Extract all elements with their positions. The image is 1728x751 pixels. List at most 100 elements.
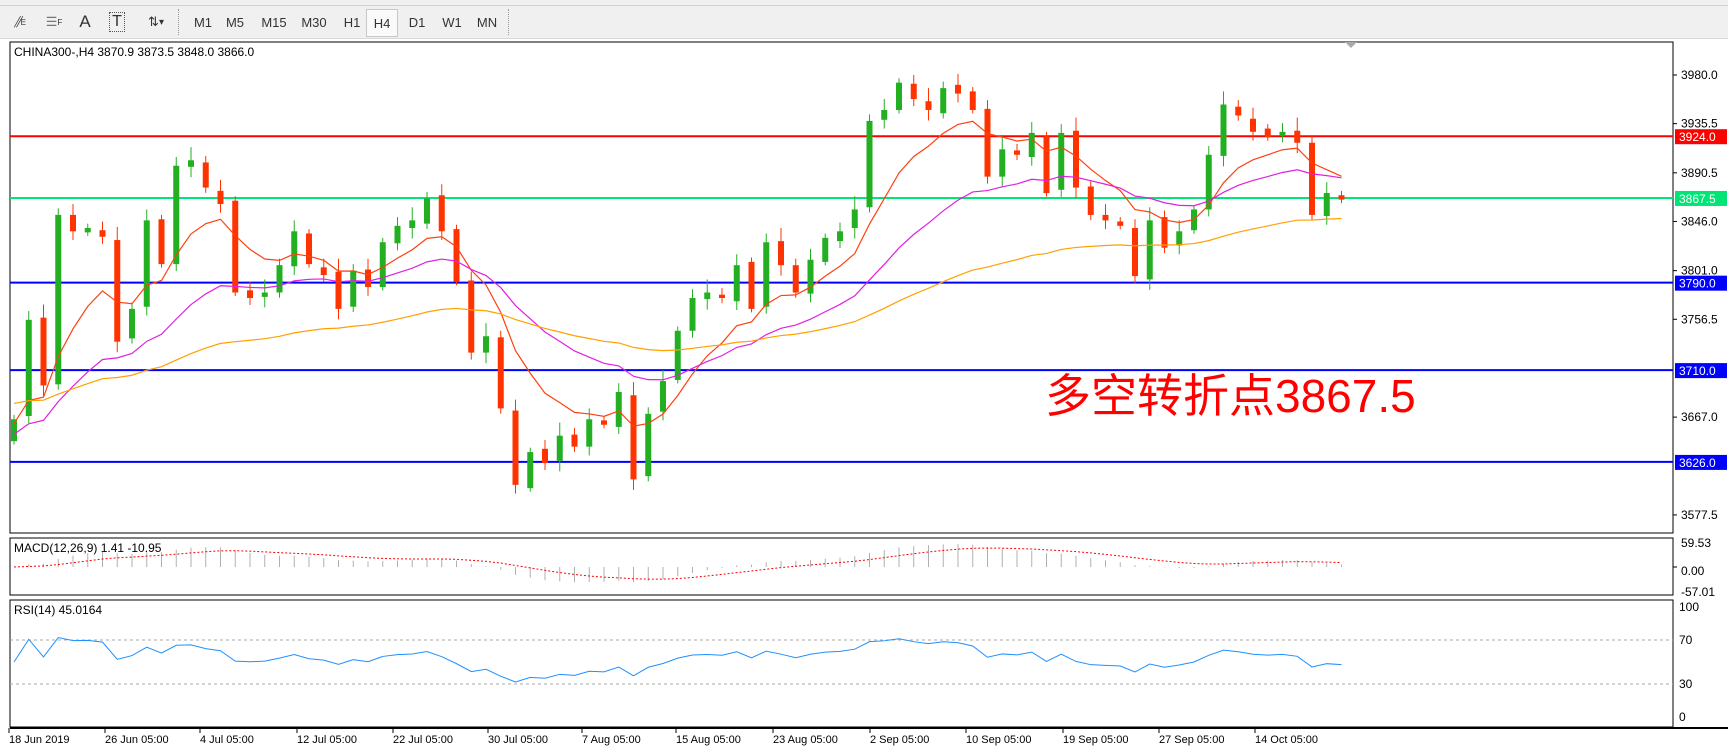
candle-bullish (896, 82, 902, 110)
toolbar-top-strip (0, 0, 1728, 6)
time-axis-label: 10 Sep 05:00 (966, 734, 1031, 746)
candle-bearish (1309, 142, 1315, 215)
candle-bearish (1294, 130, 1301, 143)
candle-bearish (1014, 150, 1020, 155)
time-axis-label: 22 Jul 05:00 (393, 734, 453, 746)
macd-signal-line (13, 547, 1342, 580)
timeframe-m5-button[interactable]: M5 (225, 14, 245, 30)
candle-bullish (1176, 231, 1183, 246)
candle-bearish (114, 240, 121, 342)
candle-bearish (601, 420, 607, 425)
candle-bearish (1264, 128, 1271, 138)
candle-bullish (807, 259, 814, 294)
candle-bullish (276, 265, 283, 293)
candle-bearish (1102, 214, 1109, 221)
timeframe-h4-button[interactable]: H4 (366, 9, 398, 37)
candle-bearish (910, 83, 917, 100)
candle-bullish (1146, 220, 1153, 280)
price-axis-label: 3801.0 (1681, 264, 1718, 278)
candle-bullish (379, 242, 386, 288)
candle-bearish (335, 271, 342, 309)
timeframe-mn-button[interactable]: MN (476, 14, 498, 30)
rsi-axis-label: 100 (1679, 600, 1699, 614)
price-level-tag (1675, 129, 1727, 145)
candle-bearish (468, 280, 475, 353)
candle-bullish (851, 209, 858, 229)
candle-bullish (1205, 154, 1212, 210)
main-price-pane (9, 41, 1674, 534)
fibonacci-expansion-icon[interactable]: ⫽ E (13, 13, 27, 31)
price-axis-label: 3667.0 (1681, 410, 1718, 424)
time-axis-label: 14 Oct 05:00 (1255, 734, 1318, 746)
price-level-label: 3626.0 (1679, 456, 1716, 470)
candle-bearish (1087, 186, 1094, 215)
candle-bearish (1338, 195, 1345, 200)
price-axis-label: 3935.5 (1681, 117, 1718, 131)
price-level-tag (1675, 275, 1727, 291)
candle-bearish (306, 233, 312, 265)
price-level-tag (1675, 190, 1727, 206)
candle-bullish (1058, 132, 1065, 190)
candle-bearish (719, 294, 725, 298)
timeframe-h1-button[interactable]: H1 (343, 14, 361, 30)
ma-fast-line (13, 120, 1342, 427)
candle-bullish (837, 231, 843, 242)
candle-bearish (792, 265, 799, 293)
timeframe-d1-button[interactable]: D1 (408, 14, 426, 30)
macd-label: MACD(12,26,9) 1.41 -10.95 (14, 541, 162, 555)
price-axis-label: 3980.0 (1681, 68, 1718, 82)
candle-bullish (129, 308, 135, 339)
rsi-axis-label: 70 (1679, 633, 1693, 647)
candle-bearish (247, 290, 253, 298)
candle-bullish (556, 435, 563, 461)
candle-bearish (1161, 217, 1168, 248)
candle-bearish (1043, 136, 1050, 194)
time-axis-label: 19 Sep 05:00 (1063, 734, 1128, 746)
time-axis-label: 18 Jun 2019 (9, 734, 70, 746)
candle-bearish (158, 219, 165, 265)
timeframe-m15-button[interactable]: M15 (261, 14, 287, 30)
time-axis-label: 23 Aug 05:00 (773, 734, 838, 746)
candle-bullish (881, 109, 888, 120)
candle-bullish (1323, 193, 1330, 216)
candle-bearish (969, 91, 976, 110)
timeframe-m30-button[interactable]: M30 (301, 14, 327, 30)
candle-bullish (822, 237, 829, 262)
rsi-label: RSI(14) 45.0164 (14, 603, 102, 617)
candle-bearish (438, 195, 445, 232)
candle-bullish (615, 391, 622, 427)
price-level-label: 3867.5 (1679, 192, 1716, 206)
text-label-icon[interactable]: T (104, 9, 130, 35)
candle-bullish (25, 319, 32, 417)
text-icon[interactable]: A (79, 12, 91, 31)
candle-bearish (984, 108, 991, 177)
price-axis-label: 3756.5 (1681, 312, 1718, 326)
price-level-label: 3710.0 (1679, 364, 1716, 378)
candle-bullish (645, 413, 652, 477)
rsi-pane (9, 599, 1674, 728)
candle-bearish (70, 214, 76, 232)
toolbar: ⫽ E ☰ F A T ⇅ ▾ M1 M5 M15 M30 H1 H4 D1 W1 MN (0, 0, 1728, 39)
candle-bullish (1279, 131, 1286, 136)
arrows-dropdown-icon[interactable]: ⇅ ▾ (148, 14, 164, 29)
rsi-axis-label: 0 (1679, 710, 1686, 724)
candle-bullish (261, 292, 268, 297)
candle-bullish (1220, 104, 1227, 156)
macd-axis-label: -57.01 (1681, 585, 1715, 599)
fibonacci-lines-icon[interactable]: ☰ F (45, 14, 63, 29)
timeframe-m1-button[interactable]: M1 (193, 14, 213, 30)
candle-bearish (1117, 221, 1124, 226)
price-axis-label: 3577.5 (1681, 508, 1718, 522)
candle-bearish (1073, 130, 1079, 188)
chart-shift-marker-icon[interactable] (1345, 42, 1357, 48)
candle-bearish (1132, 228, 1138, 277)
candle-bearish (40, 317, 47, 386)
pivot-annotation: 多空转折点3867.5 (1045, 370, 1416, 422)
candle-bullish (763, 242, 770, 307)
candle-bearish (955, 84, 961, 94)
candle-bearish (778, 241, 784, 266)
timeframe-w1-button[interactable]: W1 (442, 14, 462, 30)
candle-bullish (55, 214, 62, 385)
candle-bearish (542, 448, 548, 464)
